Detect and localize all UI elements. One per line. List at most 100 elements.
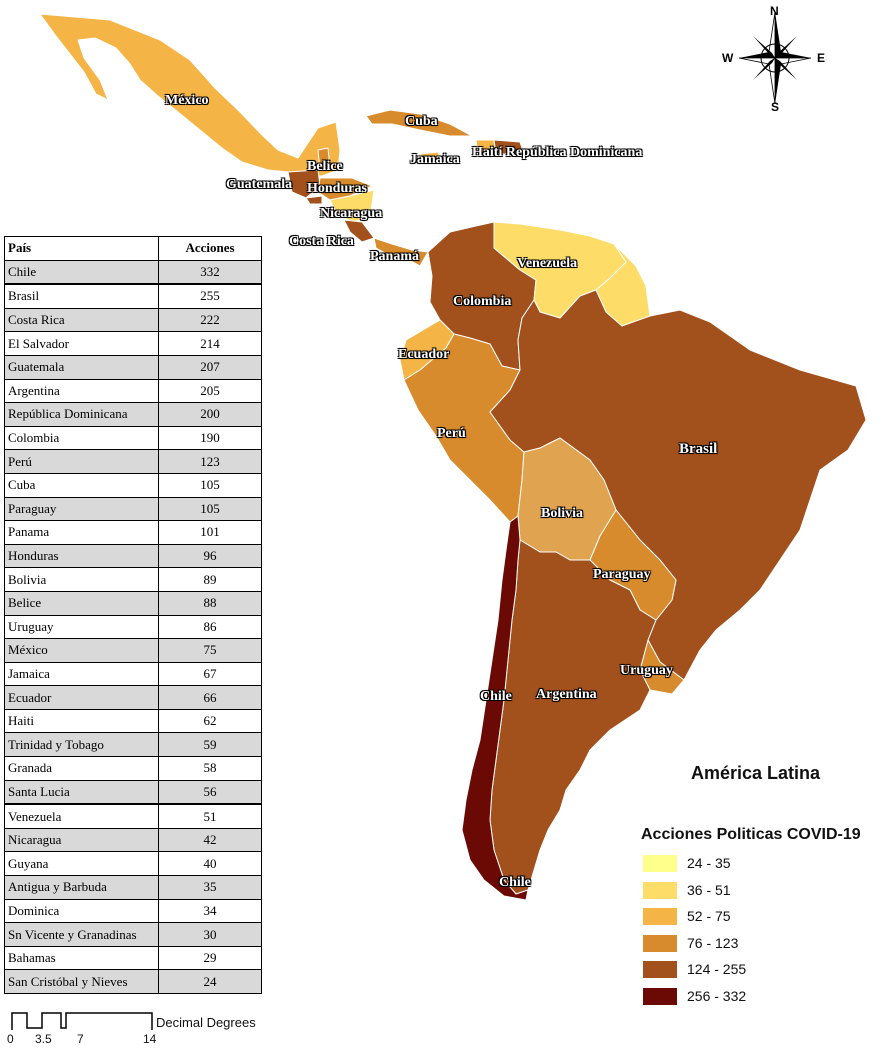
cell-pais: Nicaragua <box>4 827 159 853</box>
legend-title: Acciones Politicas COVID-19 <box>641 826 861 843</box>
acciones-table: País Acciones Chile 332 Brasil 255 Costa Ric… <box>4 236 262 994</box>
cell-pais: Uruguay <box>4 614 159 640</box>
legend-swatch <box>643 908 677 925</box>
table-row: Dominica 34 <box>4 898 262 924</box>
table-row: Haiti 62 <box>4 708 262 734</box>
table-row: Brasil 255 <box>4 283 262 309</box>
cell-pais: Antigua y Barbuda <box>4 875 159 900</box>
cell-pais: Guatemala <box>4 354 159 380</box>
cell-acciones: 205 <box>158 378 262 404</box>
table-row: Antigua y Barbuda 35 <box>4 875 262 900</box>
cell-pais: Belice <box>4 590 159 616</box>
label-peru: Perú <box>437 426 466 441</box>
legend-label: 24 - 35 <box>687 855 731 871</box>
table-row: Colombia 190 <box>4 425 262 451</box>
cell-acciones: 34 <box>158 898 262 924</box>
cell-pais: México <box>4 638 159 663</box>
cell-acciones: 207 <box>158 354 262 380</box>
table-row: Jamaica 67 <box>4 661 262 687</box>
cell-pais: Venezuela <box>4 803 159 829</box>
table-row: Honduras 96 <box>4 543 262 569</box>
cell-pais: Jamaica <box>4 661 159 687</box>
table-row: Argentina 205 <box>4 378 262 404</box>
country-guatemala <box>287 169 321 199</box>
country-belice <box>317 147 331 171</box>
cell-acciones: 123 <box>158 449 262 474</box>
table-row: Uruguay 86 <box>4 614 262 640</box>
table-row: República Dominicana 200 <box>4 402 262 427</box>
cell-pais: Ecuador <box>4 685 159 710</box>
label-colombia: Colombia <box>453 294 512 309</box>
cell-acciones: 24 <box>158 969 262 994</box>
cell-pais: Santa Lucia <box>4 779 159 806</box>
cell-pais: Panama <box>4 520 159 545</box>
cell-pais: Bolivia <box>4 567 159 592</box>
compass-rose-icon <box>738 11 812 105</box>
table-row: Trinidad y Tobago 59 <box>4 732 262 758</box>
compass-north: N <box>770 4 779 18</box>
cell-pais: República Dominicana <box>4 402 159 427</box>
label-bolivia: Bolivia <box>541 506 584 521</box>
map-title: América Latina <box>691 763 821 783</box>
table-row: Perú 123 <box>4 449 262 474</box>
country-jamaica <box>419 151 441 161</box>
label-nicaragua: Nicaragua <box>320 206 383 221</box>
cell-pais: Chile <box>4 259 159 286</box>
cell-pais: Paraguay <box>4 496 159 522</box>
scale-bar <box>11 1012 153 1030</box>
scale-tick: 14 <box>143 1032 157 1046</box>
table-row: El Salvador 214 <box>4 331 262 356</box>
country-costa-rica <box>343 219 375 243</box>
legend-swatch <box>643 961 677 978</box>
legend-swatch <box>643 881 677 899</box>
table-row: Cuba 105 <box>4 472 262 498</box>
cell-pais: Sn Vicente y Granadinas <box>4 922 159 947</box>
compass-east: E <box>817 51 826 65</box>
table-row: Chile 332 <box>4 259 262 286</box>
label-venezuela: Venezuela <box>517 256 578 271</box>
legend-swatch <box>643 987 677 1005</box>
cell-acciones: 30 <box>158 922 262 947</box>
cell-acciones: 255 <box>158 283 262 309</box>
cell-pais: Costa Rica <box>4 307 159 333</box>
cell-acciones: 214 <box>158 331 262 356</box>
label-jamaica: Jamaica <box>410 152 460 167</box>
cell-acciones: 62 <box>158 708 262 734</box>
table-row: Santa Lucia 56 <box>4 779 262 806</box>
country-el-salvador <box>305 195 323 205</box>
label-ecuador: Ecuador <box>398 347 450 362</box>
country-cuba <box>365 109 473 137</box>
label-guatemala: Guatemala <box>226 177 293 192</box>
cell-pais: Guyana <box>4 851 159 877</box>
label-uruguay: Uruguay <box>620 663 673 678</box>
table-row: Bolivia 89 <box>4 567 262 592</box>
cell-pais: Brasil <box>4 283 159 309</box>
table-row: Venezuela 51 <box>4 803 262 829</box>
cell-acciones: 35 <box>158 875 262 900</box>
legend-label: 36 - 51 <box>687 881 731 898</box>
table-row: Sn Vicente y Granadinas 30 <box>4 922 262 947</box>
cell-pais: Cuba <box>4 472 159 498</box>
label-chile: Chile <box>480 689 512 704</box>
cell-acciones: 58 <box>158 756 262 781</box>
cell-acciones: 105 <box>158 472 262 498</box>
table-row: Panama 101 <box>4 520 262 545</box>
table-row: Nicaragua 42 <box>4 827 262 853</box>
cell-acciones: 59 <box>158 732 262 758</box>
table-row: Paraguay 105 <box>4 496 262 522</box>
table-header-row: País Acciones <box>4 236 262 261</box>
label-panama: Panamá <box>370 249 419 264</box>
table-row: Ecuador 66 <box>4 685 262 710</box>
cell-pais: Argentina <box>4 378 159 404</box>
label-mexico: México <box>165 93 209 108</box>
country-chile <box>461 515 529 901</box>
cell-acciones: 66 <box>158 685 262 710</box>
legend-swatch <box>643 855 677 872</box>
cell-pais: Bahamas <box>4 945 159 971</box>
country-republica-dominicana <box>493 139 525 155</box>
table-row: San Cristóbal y Nieves 24 <box>4 969 262 994</box>
scale-tick: 7 <box>77 1032 84 1046</box>
cell-acciones: 88 <box>158 590 262 616</box>
cell-pais: Colombia <box>4 425 159 451</box>
